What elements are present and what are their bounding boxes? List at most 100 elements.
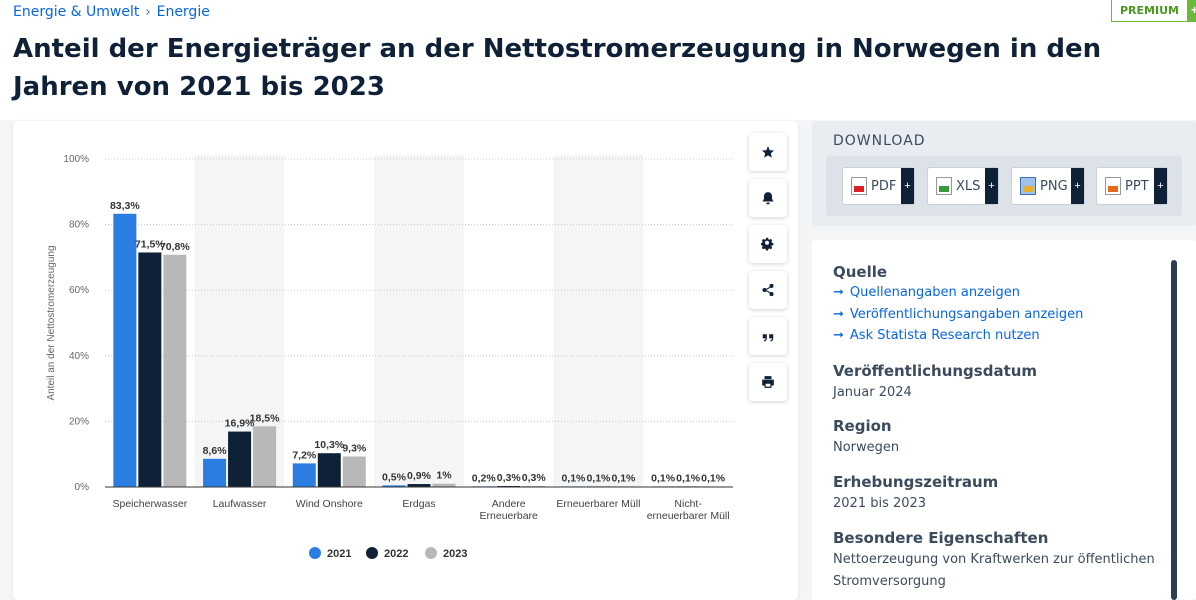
page-title: Anteil der Energieträger an der Nettostr… xyxy=(13,34,1102,102)
pdf-icon xyxy=(851,177,867,195)
premium-plus: + xyxy=(1187,0,1196,22)
star-icon xyxy=(761,146,775,158)
data-label: 71,5% xyxy=(135,238,165,250)
data-label: 70,8% xyxy=(160,241,190,253)
data-label: 7,2% xyxy=(292,449,317,461)
source-link-label: Quellenangaben anzeigen xyxy=(849,285,1021,300)
legend-label: 2022 xyxy=(384,548,408,560)
data-label: 9,3% xyxy=(342,442,367,454)
gear-icon xyxy=(761,237,774,251)
special-value: Nettoerzeugung von Kraftwerken zur öffen… xyxy=(833,552,1155,589)
bar-2021 xyxy=(113,213,137,487)
x-tick-label: Erneuerbarer Müll xyxy=(556,498,640,510)
period-heading: Erhebungszeitraum xyxy=(833,473,999,491)
x-tick-label: Speicherwasser xyxy=(113,498,188,510)
arrow-right-icon: ➞ xyxy=(833,328,844,343)
source-heading: Quelle xyxy=(833,263,888,281)
download-png-label: PNG xyxy=(1040,178,1068,194)
share-icon xyxy=(762,283,774,297)
y-tick-label: 60% xyxy=(69,285,89,296)
download-xls-plus: + xyxy=(985,168,998,204)
download-pdf-button[interactable]: PDF + xyxy=(842,167,915,205)
print-button[interactable] xyxy=(749,363,787,401)
settings-button[interactable] xyxy=(749,225,787,263)
download-ppt-button[interactable]: PPT + xyxy=(1096,167,1168,205)
x-tick-label: Erdgas xyxy=(402,498,435,510)
bar-2023 xyxy=(163,254,187,487)
x-tick-label: erneuerbarer Müll xyxy=(647,510,730,522)
data-label: 83,3% xyxy=(110,200,140,212)
breadcrumb-item-energie-umwelt[interactable]: Energie & Umwelt xyxy=(13,4,140,20)
download-panel: DOWNLOAD PDF + XLS + PNG + PPT + xyxy=(812,121,1196,226)
download-buttons: PDF + XLS + PNG + PPT + xyxy=(826,156,1182,216)
bar-2022 xyxy=(317,453,341,487)
breadcrumb-separator: › xyxy=(145,4,151,20)
quote-icon xyxy=(762,334,774,342)
data-label: 0,1% xyxy=(651,472,676,484)
premium-label: PREMIUM xyxy=(1111,0,1188,22)
png-icon xyxy=(1020,177,1036,195)
region-value: Norwegen xyxy=(833,440,900,455)
notification-button[interactable] xyxy=(749,179,787,217)
bar-2022 xyxy=(138,252,162,487)
special-heading: Besondere Eigenschaften xyxy=(833,529,1049,547)
favorite-button[interactable] xyxy=(749,133,787,171)
data-label: 1% xyxy=(436,470,452,482)
source-link-research[interactable]: ➞ Ask Statista Research nutzen xyxy=(833,328,1040,343)
download-xls-label: XLS xyxy=(956,178,981,194)
download-xls-button[interactable]: XLS + xyxy=(927,167,999,205)
download-pdf-label: PDF xyxy=(871,178,897,194)
breadcrumb: Energie & Umwelt › Energie xyxy=(13,4,210,20)
pubdate-value: Januar 2024 xyxy=(833,385,912,400)
data-label: 0,1% xyxy=(611,472,636,484)
x-tick-label: Erneuerbare xyxy=(480,510,539,522)
premium-badge[interactable]: PREMIUM + xyxy=(1111,0,1196,22)
download-title: DOWNLOAD xyxy=(833,133,926,149)
y-tick-label: 20% xyxy=(69,416,89,427)
data-label: 0,2% xyxy=(472,472,497,484)
data-label: 0,5% xyxy=(382,471,407,483)
x-tick-label: Nicht- xyxy=(674,498,702,510)
source-link-label: Veröffentlichungsangaben anzeigen xyxy=(849,307,1084,322)
source-link-label: Ask Statista Research nutzen xyxy=(849,328,1040,343)
bar-2022 xyxy=(228,431,252,487)
bar-2022 xyxy=(407,484,431,487)
data-label: 0,1% xyxy=(701,472,726,484)
source-link-veroeffentlichung[interactable]: ➞ Veröffentlichungsangaben anzeigen xyxy=(833,307,1083,322)
arrow-right-icon: ➞ xyxy=(833,285,844,300)
data-label: 0,9% xyxy=(407,470,432,482)
download-png-button[interactable]: PNG + xyxy=(1011,167,1085,205)
y-tick-label: 100% xyxy=(63,154,89,165)
category-band xyxy=(553,155,644,487)
data-label: 0,1% xyxy=(676,472,701,484)
legend-label: 2021 xyxy=(327,548,351,560)
data-label: 0,3% xyxy=(522,472,547,484)
bar-2021 xyxy=(382,485,406,487)
bar-2023 xyxy=(253,426,277,487)
region-heading: Region xyxy=(833,417,892,435)
bar-2023 xyxy=(342,456,366,487)
legend-marker-2021 xyxy=(309,547,321,559)
xls-icon xyxy=(936,177,952,195)
y-tick-label: 40% xyxy=(69,351,89,362)
print-icon xyxy=(762,376,774,388)
download-pdf-plus: + xyxy=(901,168,914,204)
y-axis-label: Anteil an der Nettostromerzeugung xyxy=(46,245,57,400)
legend-label: 2023 xyxy=(443,548,467,560)
data-label: 16,9% xyxy=(225,418,255,430)
category-band xyxy=(374,155,464,487)
period-value: 2021 bis 2023 xyxy=(833,496,927,511)
source-link-quellenangaben[interactable]: ➞ Quellenangaben anzeigen xyxy=(833,285,1020,300)
x-tick-label: Wind Onshore xyxy=(296,498,363,510)
bar-2021 xyxy=(203,458,227,487)
info-scrollbar[interactable] xyxy=(1171,260,1177,600)
cite-button[interactable] xyxy=(749,317,787,355)
y-tick-label: 80% xyxy=(69,220,89,231)
breadcrumb-item-energie[interactable]: Energie xyxy=(156,4,210,20)
y-tick-label: 0% xyxy=(75,482,90,493)
top-bar xyxy=(0,0,1196,120)
share-button[interactable] xyxy=(749,271,787,309)
download-png-plus: + xyxy=(1071,168,1084,204)
bar-2023 xyxy=(432,483,456,487)
pubdate-heading: Veröffentlichungsdatum xyxy=(833,362,1038,380)
